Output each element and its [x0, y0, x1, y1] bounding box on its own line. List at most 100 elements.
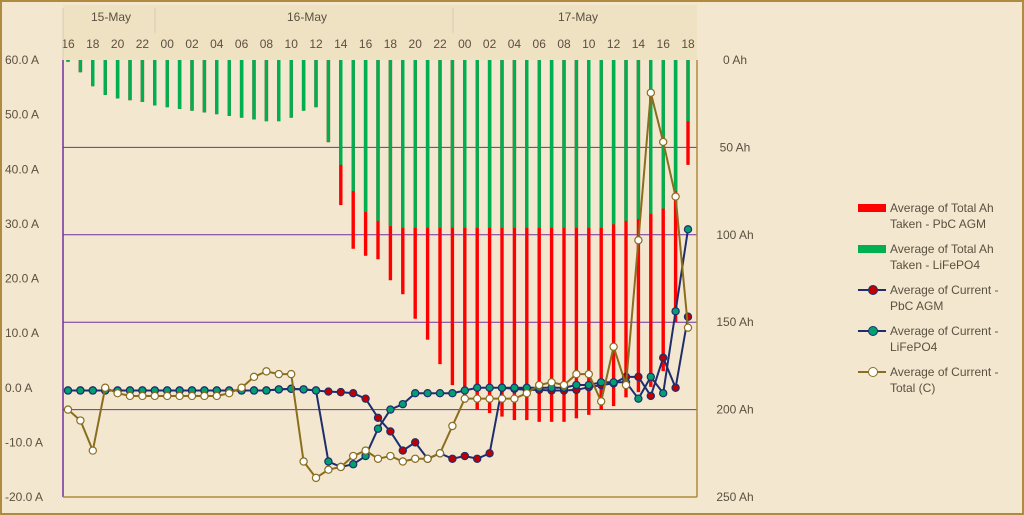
- total-current-point: [522, 389, 532, 398]
- total-current-point: [200, 391, 209, 401]
- bar-lifepo4: [153, 60, 157, 106]
- x-hour-label: 06: [235, 37, 249, 51]
- bar-lifepo4: [376, 60, 380, 221]
- total-current-point: [386, 451, 395, 461]
- header-band: [63, 5, 697, 60]
- pbc-current-point: [324, 387, 333, 396]
- bar-lifepo4: [463, 60, 467, 228]
- bar-pbc: [463, 60, 467, 403]
- total-current-point: [63, 405, 73, 414]
- y-right-tick-label: 150 Ah: [716, 315, 753, 329]
- lifepo4-current-point: [497, 383, 507, 392]
- total-current-point: [671, 192, 680, 201]
- total-current-point: [162, 391, 172, 401]
- total-current-point: [150, 391, 159, 401]
- bar-pbc: [537, 60, 541, 422]
- x-hour-label: 04: [210, 37, 224, 51]
- lifepo4-current-point: [88, 386, 98, 395]
- lifepo4-current-point: [386, 405, 395, 414]
- legend-item: Average of Current - LiFePO4: [858, 323, 1018, 355]
- bar-lifepo4: [512, 60, 517, 228]
- bar-lifepo4: [215, 60, 219, 115]
- pbc-current-point: [349, 389, 358, 398]
- x-hour-label: 20: [409, 37, 423, 51]
- bar-lifepo4: [289, 60, 293, 118]
- x-hour-label: 12: [309, 37, 323, 51]
- bar-lifepo4: [190, 60, 194, 111]
- bar-lifepo4: [574, 60, 579, 228]
- lifepo4-current-point: [262, 386, 271, 395]
- bar-lifepo4: [649, 60, 653, 214]
- bar-pbc: [500, 60, 504, 417]
- x-hour-label: 16: [359, 37, 373, 51]
- bar-lifepo4: [525, 60, 529, 228]
- bar-lifepo4: [239, 60, 244, 118]
- x-hour-label: 08: [557, 37, 571, 51]
- bar-lifepo4: [165, 60, 169, 108]
- lifepo4-current-point: [324, 457, 333, 466]
- x-hour-label: 08: [260, 37, 274, 51]
- pbc-current-point: [361, 394, 370, 403]
- y-left-tick-label: 40.0 A: [5, 162, 39, 176]
- legend-label: Average of Total Ah Taken - PbC AGM: [890, 201, 994, 231]
- bar-lifepo4: [401, 60, 405, 228]
- bar-pbc: [587, 60, 591, 415]
- bar-lifepo4: [413, 60, 417, 228]
- pbc-current-point: [634, 372, 643, 382]
- x-date-label: 15-May: [91, 10, 131, 24]
- bar-pbc: [549, 60, 554, 422]
- y-right-tick-label: 100 Ah: [716, 228, 753, 242]
- bar-lifepo4: [314, 60, 318, 108]
- total-current-point: [187, 391, 197, 401]
- bar-lifepo4: [500, 60, 504, 228]
- pbc-current-point: [671, 383, 680, 392]
- total-current-point: [659, 137, 668, 147]
- y-right-tick-label: 250 Ah: [716, 490, 753, 504]
- total-current-point: [584, 369, 594, 379]
- bar-lifepo4: [636, 60, 641, 220]
- pbc-current-point: [336, 387, 345, 397]
- x-hour-label: 02: [483, 37, 497, 51]
- y-right-tick-label: 200 Ah: [716, 403, 753, 417]
- x-hour-label: 02: [185, 37, 199, 51]
- bar-lifepo4: [115, 60, 120, 99]
- bar-lifepo4: [587, 60, 591, 228]
- legend-item: Average of Current - PbC AGM: [858, 282, 1018, 314]
- lifepo4-current-point: [274, 385, 283, 394]
- lifepo4-current-point: [63, 386, 73, 395]
- total-current-point: [212, 391, 221, 401]
- lifepo4-current-point: [373, 424, 383, 433]
- bar-pbc: [512, 60, 517, 421]
- lifepo4-current-point: [411, 389, 420, 398]
- bar-pbc: [475, 60, 479, 410]
- lifepo4-current-point: [609, 378, 618, 387]
- y-left-tick-label: 60.0 A: [5, 53, 39, 67]
- total-current-point: [249, 372, 259, 382]
- total-current-point: [287, 369, 296, 379]
- y-left-tick-label: 0.0 A: [5, 381, 32, 395]
- bar-lifepo4: [252, 60, 256, 120]
- bar-pbc: [624, 60, 628, 398]
- bar-lifepo4: [438, 60, 442, 228]
- legend-item: Average of Current - Total (C): [858, 364, 1018, 396]
- x-hour-label: 20: [111, 37, 125, 51]
- total-current-point: [299, 457, 308, 466]
- bar-lifepo4: [549, 60, 554, 228]
- pbc-current-point: [473, 454, 482, 463]
- total-current-point: [125, 391, 135, 401]
- bar-pbc: [611, 60, 616, 407]
- total-current-point: [336, 462, 345, 472]
- x-hour-label: 22: [433, 37, 447, 51]
- total-current-point: [473, 394, 482, 403]
- pbc-current-point: [659, 353, 668, 362]
- y-left-tick-label: -10.0 A: [5, 435, 43, 449]
- bar-lifepo4: [363, 60, 368, 213]
- total-current-point: [324, 465, 333, 474]
- total-current-point: [510, 394, 519, 403]
- lifepo4-current-point: [646, 372, 656, 382]
- total-current-point: [621, 380, 631, 390]
- lifepo4-current-point: [510, 383, 519, 392]
- lifepo4-current-point: [572, 380, 581, 390]
